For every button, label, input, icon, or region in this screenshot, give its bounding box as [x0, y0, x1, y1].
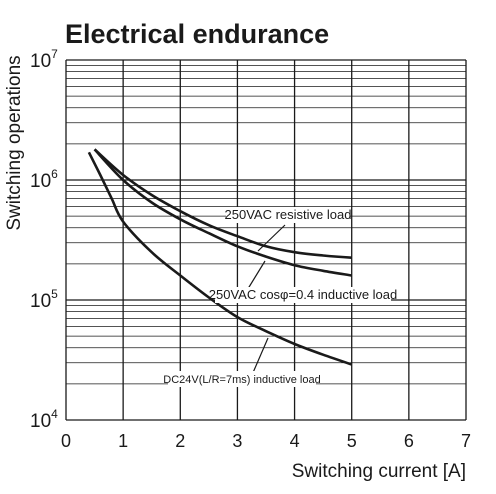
- y-tick-labels: 104 105 106 107: [30, 47, 58, 432]
- annotation-background: [226, 207, 350, 223]
- annotation-250vac-inductive: 250VAC cosφ=0.4 inductive load: [209, 287, 398, 302]
- x-tick-label: 7: [461, 431, 471, 451]
- y-tick-label: 106: [30, 167, 58, 192]
- y-tick-label: 105: [30, 287, 58, 312]
- series-dc24v-inductive-curve: [87, 151, 353, 366]
- annotation-dc24v-inductive: DC24V(L/R=7ms) inductive load: [163, 374, 320, 386]
- y-tick-label: 104: [30, 407, 58, 432]
- x-tick-label: 5: [347, 431, 357, 451]
- annotation-leader-line: [251, 337, 269, 376]
- x-tick-label: 6: [404, 431, 414, 451]
- series-annotations: 250VAC resistive load 250VAC cosφ=0.4 ind…: [163, 207, 397, 387]
- x-tick-label: 1: [118, 431, 128, 451]
- x-tick-labels: 0 1 2 3 4 5 6 7: [61, 431, 471, 451]
- series-250vac-resistive-curve: [93, 148, 352, 259]
- y-axis-label: Switching operations: [4, 55, 25, 230]
- annotation-250vac-resistive: 250VAC resistive load: [225, 207, 352, 222]
- x-tick-label: 2: [175, 431, 185, 451]
- annotation-background: [168, 371, 316, 387]
- grid: [65, 59, 467, 421]
- x-tick-label: 0: [61, 431, 71, 451]
- series-curves: [87, 148, 353, 366]
- x-axis-label: Switching current [A]: [292, 461, 466, 482]
- annotation-leader-line: [245, 260, 266, 293]
- y-tick-label: 107: [30, 47, 58, 72]
- annotation-background: [215, 287, 391, 303]
- series-250vac-inductive-curve: [93, 148, 352, 277]
- x-tick-label: 3: [232, 431, 242, 451]
- chart-title: Electrical endurance: [65, 19, 329, 49]
- annotation-leader-line: [257, 224, 286, 252]
- x-tick-label: 4: [290, 431, 300, 451]
